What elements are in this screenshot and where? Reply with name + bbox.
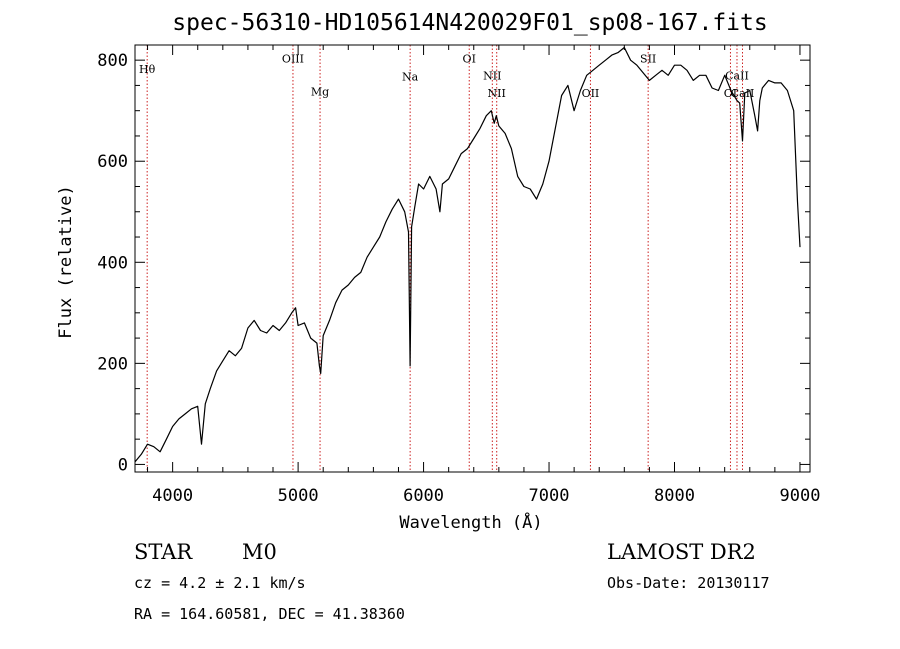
- spectral-line-label: OI: [463, 53, 476, 66]
- x-tick-label: 4000: [152, 486, 193, 506]
- x-axis-label: Wavelength (Å): [399, 511, 542, 533]
- spectral-line-label: CaII: [725, 69, 749, 82]
- spectral-line-label: Na: [402, 70, 419, 83]
- y-tick-label: 800: [97, 51, 128, 71]
- object-subclass: M0: [242, 540, 277, 564]
- spectral-line-label: OI: [724, 87, 737, 100]
- y-axis-label: Flux (relative): [56, 185, 76, 339]
- object-type: STAR: [134, 540, 193, 564]
- spectral-line-label: SII: [640, 53, 656, 66]
- coordinates-readout: RA = 164.60581, DEC = 41.38360: [134, 605, 405, 623]
- x-tick-label: 9000: [779, 486, 820, 506]
- spectrum-line: [134, 46, 801, 463]
- y-tick-label: 400: [97, 253, 128, 273]
- survey-name: LAMOST DR2: [607, 540, 756, 564]
- y-tick-label: 200: [97, 354, 128, 374]
- obs-date: Obs-Date: 20130117: [607, 574, 770, 592]
- spectral-line-label: CaII: [731, 87, 755, 100]
- x-tick-label: 8000: [654, 486, 695, 506]
- spectral-line-label: OII: [582, 87, 600, 100]
- y-tick-label: 600: [97, 152, 128, 172]
- x-tick-label: 7000: [529, 486, 570, 506]
- spectral-line-label: NII: [483, 69, 501, 82]
- plot-frame: [134, 44, 811, 473]
- x-tick-label: 5000: [278, 486, 319, 506]
- y-axis: 0 200 400 600 800: [97, 51, 810, 475]
- x-tick-label: 6000: [403, 486, 444, 506]
- spectral-line-markers: [146, 45, 743, 472]
- y-tick-label: 0: [118, 455, 128, 475]
- spectrum-series: [134, 46, 801, 463]
- spectral-line-label: OIII: [282, 53, 304, 66]
- x-axis: 4000 5000 6000 7000 8000 9000: [147, 45, 820, 506]
- redshift-readout: cz = 4.2 ± 2.1 km/s: [134, 574, 306, 592]
- spectral-line-label: NII: [488, 87, 506, 100]
- chart-title: spec-56310-HD105614N420029F01_sp08-167.f…: [172, 10, 767, 36]
- spectral-line-label: Hθ: [139, 63, 156, 76]
- spectral-line-label: Mg: [311, 86, 329, 99]
